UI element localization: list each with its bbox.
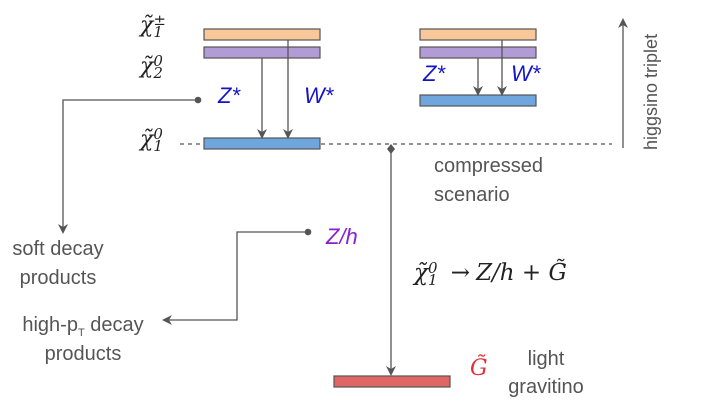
highpt-prefix: high-p bbox=[22, 314, 78, 336]
decay-arrow: → bbox=[450, 260, 471, 286]
neutralino2-sub: 2 bbox=[153, 64, 163, 82]
chargino-level-left bbox=[203, 28, 321, 41]
neutralino1-symbol: χ̃ bbox=[140, 127, 154, 152]
w-star-right-label: W* bbox=[511, 61, 541, 86]
soft-decay-line1: soft decay bbox=[12, 238, 104, 260]
light-gravitino-line2: gravitino bbox=[508, 376, 584, 398]
w-star-left-label: W* bbox=[304, 83, 334, 108]
chargino-sub: 1 bbox=[153, 23, 163, 41]
chargino-level-right bbox=[419, 28, 537, 41]
decay-lhs-symbol: χ̃ bbox=[414, 260, 428, 286]
chargino-sup: ± bbox=[153, 11, 166, 29]
chargino-symbol: χ̃ bbox=[140, 13, 154, 38]
compressed-scenario-line2: scenario bbox=[434, 184, 510, 206]
chargino-scripts: ±1 bbox=[153, 11, 166, 41]
highpt-decay-connector bbox=[162, 231, 308, 325]
neutralino1-level-right bbox=[419, 94, 537, 107]
decay-lhs-sub: 1 bbox=[427, 271, 438, 289]
decay-equation: χ̃0 1 → Z/h + G̃ bbox=[414, 259, 567, 289]
neutralino2-sup: 0 bbox=[153, 52, 163, 70]
light-gravitino-line1: light bbox=[527, 348, 565, 370]
soft-decay-line2: products bbox=[19, 267, 97, 289]
highpt-subscript: T bbox=[77, 327, 85, 339]
highpt-suffix: decay bbox=[84, 314, 144, 336]
gravitino-symbol: G̃ bbox=[470, 356, 488, 381]
decay-lhs-sup: 0 bbox=[427, 259, 438, 277]
z-h-label: Z/h bbox=[326, 224, 358, 249]
decay-rhs: Z/h + G̃ bbox=[476, 260, 567, 286]
higgsino-triplet-label: higgsino triplet bbox=[641, 33, 661, 150]
highpt-decay-line2: products bbox=[44, 343, 122, 365]
neutralino2-level-left bbox=[203, 46, 321, 59]
highpt-decay-line1: high-pT decay bbox=[8, 312, 158, 346]
decay-point-diamond bbox=[387, 144, 395, 154]
chargino-label: χ̃± 1 bbox=[140, 11, 166, 41]
soft-decay-connector bbox=[58, 99, 198, 234]
z-star-right-label: Z* bbox=[423, 61, 445, 86]
neutralino1-level-left bbox=[203, 137, 321, 150]
compressed-scenario-line1: compressed bbox=[434, 155, 543, 177]
neutralino2-symbol: χ̃ bbox=[140, 54, 154, 79]
neutralino2-level-right bbox=[419, 46, 537, 59]
neutralino1-sup: 0 bbox=[153, 125, 163, 143]
neutralino2-label: χ̃0 2 bbox=[140, 52, 163, 82]
z-star-left-label: Z* bbox=[218, 83, 240, 108]
neutralino1-label: χ̃0 1 bbox=[140, 125, 163, 155]
gravitino-level bbox=[333, 375, 451, 388]
neutralino1-sub: 1 bbox=[153, 137, 163, 155]
